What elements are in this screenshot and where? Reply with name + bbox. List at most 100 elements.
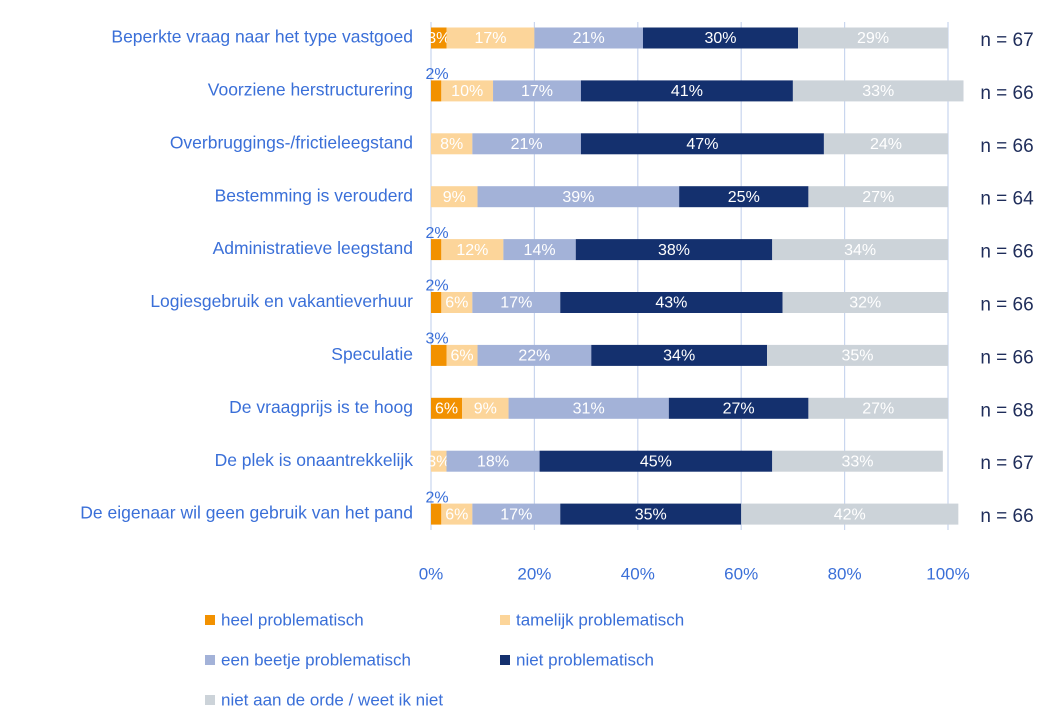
data-label: 41% [671, 83, 703, 100]
legend-swatch [500, 655, 510, 665]
data-label: 9% [443, 189, 466, 206]
category-label: De eigenaar wil geen gebruik van het pan… [80, 503, 413, 523]
bar-segment [534, 27, 643, 49]
data-label: 34% [844, 242, 876, 259]
category-label: Overbruggings-/frictieleegstand [170, 132, 413, 152]
bar-segment [446, 450, 540, 472]
bar-segment [431, 450, 447, 472]
legend-label: niet problematisch [516, 650, 654, 669]
n-label: n = 66 [980, 242, 1033, 263]
n-label: n = 66 [980, 347, 1033, 368]
bar-segment [431, 292, 442, 313]
x-tick-label: 80% [828, 564, 862, 583]
bar-segment [679, 186, 809, 208]
bar-segment [772, 450, 943, 472]
bar-segment [493, 80, 581, 102]
data-label: 35% [635, 506, 667, 523]
bar-segment [472, 133, 581, 155]
data-label: 12% [456, 242, 488, 259]
bar-segment [798, 27, 948, 49]
x-tick-label: 60% [724, 564, 758, 583]
n-label: n = 68 [980, 400, 1033, 421]
category-label: De plek is onaantrekkelijk [215, 450, 414, 470]
bar-segment [580, 133, 824, 155]
category-label: Beperkte vraag naar het type vastgoed [111, 27, 413, 47]
legend-label: een beetje problematisch [221, 650, 411, 669]
bar-segment [539, 450, 773, 472]
data-label: 3% [425, 331, 448, 348]
data-label: 31% [573, 401, 605, 418]
bar-segment [560, 292, 783, 313]
bar-segment [767, 344, 948, 366]
data-label: 14% [524, 242, 556, 259]
legend-label: heel problematisch [221, 610, 364, 629]
data-label: 18% [477, 453, 509, 470]
data-label: 33% [842, 453, 874, 470]
category-label: De vraagprijs is te hoog [229, 397, 413, 417]
data-label: 6% [445, 295, 468, 312]
legend-swatch [205, 695, 215, 705]
legend-label: tamelijk problematisch [516, 610, 684, 629]
n-label: n = 66 [980, 295, 1033, 316]
data-label: 2% [425, 489, 448, 506]
bar-segment [472, 292, 561, 313]
data-label: 8% [440, 136, 463, 153]
category-label: Administratieve leegstand [213, 238, 413, 258]
data-label: 17% [500, 295, 532, 312]
n-label: n = 67 [980, 453, 1033, 474]
data-label: 21% [573, 30, 605, 47]
bar-segment [772, 239, 948, 261]
n-label: n = 64 [980, 189, 1034, 210]
bar-segment [668, 397, 809, 419]
bar-segment [441, 292, 473, 313]
data-label: 47% [686, 136, 718, 153]
data-label: 2% [425, 66, 448, 83]
data-label: 27% [862, 189, 894, 206]
bar-segment [431, 133, 473, 155]
bar-segment [472, 503, 561, 525]
bar-segment [591, 344, 768, 366]
data-label: 6% [435, 401, 458, 418]
data-label: 17% [521, 83, 553, 100]
bar-segment [462, 397, 509, 419]
bar-segment [560, 503, 742, 525]
data-label: 35% [842, 348, 874, 365]
bar-segment [446, 344, 478, 366]
bar-segment [575, 239, 773, 261]
data-label: 33% [862, 83, 894, 100]
data-label: 6% [450, 348, 473, 365]
data-label: 30% [705, 30, 737, 47]
bar-segment [782, 292, 948, 313]
data-label: 45% [640, 453, 672, 470]
bar-segment [741, 503, 959, 525]
data-label: 9% [474, 401, 497, 418]
data-label: 32% [849, 295, 881, 312]
x-tick-label: 40% [621, 564, 655, 583]
legend-swatch [205, 655, 215, 665]
data-label: 17% [474, 30, 506, 47]
bar-segment [431, 80, 442, 102]
legend-swatch [205, 615, 215, 625]
data-label: 43% [655, 295, 687, 312]
data-label: 2% [425, 278, 448, 295]
data-label: 27% [862, 401, 894, 418]
x-tick-label: 100% [926, 564, 969, 583]
bar-segment [580, 80, 793, 102]
data-label: 6% [445, 506, 468, 523]
data-label: 38% [658, 242, 690, 259]
data-label: 25% [728, 189, 760, 206]
bar-segment [431, 397, 463, 419]
data-label: 10% [451, 83, 483, 100]
data-label: 42% [834, 506, 866, 523]
bar-segment [642, 27, 799, 49]
bar-segment [477, 186, 680, 208]
n-label: n = 67 [980, 30, 1033, 51]
bar-segment [441, 80, 494, 102]
data-label: 29% [857, 30, 889, 47]
bar-segment [503, 239, 576, 261]
data-label: 22% [518, 348, 550, 365]
bar-segment [808, 186, 948, 208]
bar-segment [792, 80, 964, 102]
data-label: 3% [427, 30, 450, 47]
